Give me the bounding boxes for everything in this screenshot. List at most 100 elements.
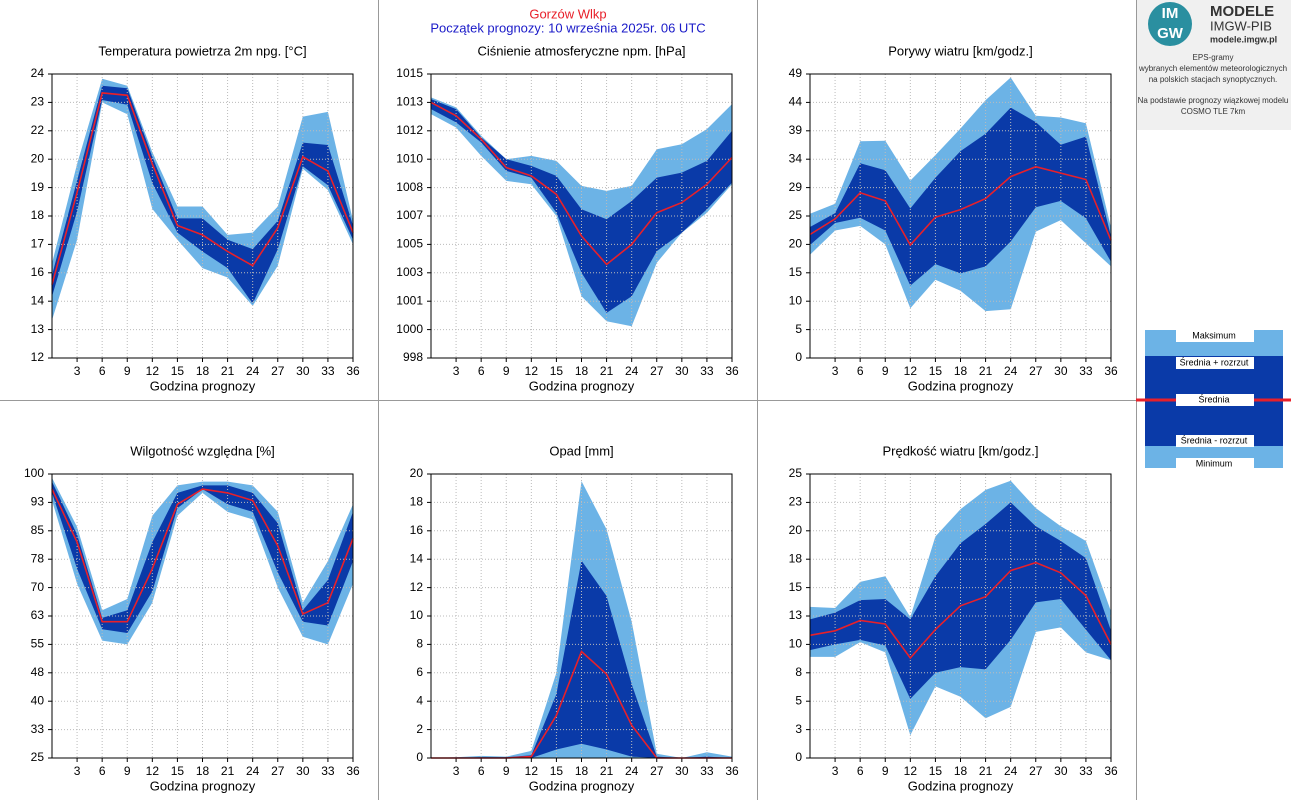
x-tick-label: 12	[146, 364, 160, 378]
legend-label-bg	[1176, 357, 1254, 369]
chart-title: Temperatura powietrza 2m npg. [°C]	[98, 43, 306, 58]
plot-frame	[809, 473, 1112, 759]
x-tick-label: 30	[675, 764, 689, 778]
x-tick-label: 18	[196, 364, 210, 378]
mean-line	[809, 561, 1112, 660]
y-tick-label: 1007	[396, 208, 423, 222]
x-tick-label: 30	[675, 364, 689, 378]
y-tick-label: 93	[31, 495, 45, 509]
x-tick-label: 21	[221, 364, 235, 378]
chart-title: Ciśnienie atmosferyczne npm. [hPa]	[477, 43, 685, 58]
y-tick-label: 8	[795, 665, 802, 679]
x-tick-label: 15	[550, 364, 564, 378]
x-tick-label: 27	[1029, 364, 1043, 378]
logo-name: MODELE	[1210, 3, 1274, 20]
x-tick-label: 15	[171, 364, 185, 378]
mean-line	[430, 101, 733, 266]
y-tick-label: 15	[789, 580, 803, 594]
x-tick-label: 3	[832, 764, 839, 778]
x-tick-label: 36	[346, 764, 360, 778]
chart-title: Opad [mm]	[549, 443, 613, 458]
x-tick-label: 18	[575, 364, 589, 378]
y-tick-label: 10	[789, 293, 803, 307]
y-tick-label: 5	[795, 322, 802, 336]
x-tick-label: 6	[478, 364, 485, 378]
info-line: Na podstawie prognozy wiązkowej modelu	[1138, 96, 1289, 105]
y-tick-label: 1008	[396, 180, 423, 194]
x-tick-label: 9	[124, 764, 131, 778]
y-tick-label: 25	[789, 208, 803, 222]
y-tick-label: 25	[31, 750, 45, 764]
plot-frame	[430, 473, 733, 759]
x-tick-label: 24	[1004, 364, 1018, 378]
band-area	[52, 102, 353, 359]
y-tick-label: 100	[24, 466, 44, 480]
y-tick-label: 18	[31, 208, 45, 222]
x-tick-label: 18	[575, 764, 589, 778]
plot-frame	[51, 473, 354, 759]
x-tick-label: 27	[271, 364, 285, 378]
x-tick-label: 3	[74, 364, 81, 378]
x-tick-label: 15	[929, 364, 943, 378]
band-area	[52, 492, 353, 758]
info-line: COSMO TLE 7km	[1181, 107, 1246, 116]
y-tick-label: 1000	[396, 322, 423, 336]
x-tick-label: 12	[904, 764, 918, 778]
y-tick-label: 44	[789, 95, 803, 109]
x-tick-label: 33	[700, 764, 714, 778]
y-tick-label: 6	[416, 665, 423, 679]
y-tick-label: 23	[31, 95, 45, 109]
x-tick-label: 36	[725, 764, 739, 778]
x-tick-label: 6	[857, 364, 864, 378]
x-tick-label: 6	[857, 764, 864, 778]
y-tick-label: 85	[31, 523, 45, 537]
x-tick-label: 33	[700, 364, 714, 378]
y-tick-label: 13	[31, 322, 45, 336]
x-tick-label: 18	[954, 364, 968, 378]
y-tick-label: 12	[410, 580, 424, 594]
mean-line	[51, 488, 354, 623]
y-tick-label: 14	[410, 551, 424, 565]
y-tick-label: 0	[795, 750, 802, 764]
x-tick-label: 36	[1104, 364, 1118, 378]
y-tick-label: 16	[31, 265, 45, 279]
info-line: EPS-gramy	[1193, 53, 1234, 62]
x-tick-label: 9	[503, 764, 510, 778]
y-tick-label: 18	[410, 495, 424, 509]
info-line: na polskich stacjach synoptycznych.	[1149, 75, 1278, 84]
x-tick-label: 21	[979, 764, 993, 778]
band-area	[431, 114, 732, 358]
x-tick-label: 36	[725, 364, 739, 378]
y-tick-label: 24	[31, 66, 45, 80]
plot-frame	[809, 73, 1112, 359]
y-tick-label: 20	[789, 237, 803, 251]
x-axis-label: Godzina prognozy	[908, 778, 1014, 793]
x-tick-label: 30	[1054, 764, 1068, 778]
logo-mark	[1148, 2, 1192, 46]
logo-text: IM	[1162, 5, 1179, 22]
y-tick-label: 25	[789, 466, 803, 480]
legend-label: Średnia	[1198, 393, 1229, 404]
logo-text: GW	[1157, 25, 1184, 42]
y-tick-label: 1013	[396, 95, 423, 109]
x-tick-label: 33	[1079, 764, 1093, 778]
y-tick-label: 20	[789, 523, 803, 537]
y-tick-label: 49	[789, 66, 803, 80]
y-tick-label: 16	[410, 523, 424, 537]
y-tick-label: 48	[31, 665, 45, 679]
x-tick-label: 12	[146, 764, 160, 778]
legend-label-bg	[1176, 458, 1254, 470]
legend-label: Średnia + rozrzut	[1180, 356, 1249, 367]
x-axis-label: Godzina prognozy	[908, 378, 1014, 393]
legend-label: Średnia - rozrzut	[1181, 434, 1248, 445]
x-tick-label: 21	[600, 364, 614, 378]
x-tick-label: 12	[525, 764, 539, 778]
x-tick-label: 18	[196, 764, 210, 778]
x-tick-label: 27	[1029, 764, 1043, 778]
y-tick-label: 20	[410, 466, 424, 480]
y-tick-label: 1003	[396, 265, 423, 279]
x-tick-label: 30	[296, 364, 310, 378]
x-tick-label: 36	[346, 364, 360, 378]
legend-label-bg	[1176, 435, 1254, 447]
y-tick-label: 10	[410, 608, 424, 622]
